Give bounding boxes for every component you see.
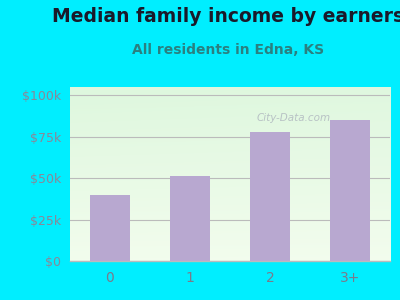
Bar <box>170 176 210 261</box>
Text: City-Data.com: City-Data.com <box>257 113 331 123</box>
Text: Median family income by earners: Median family income by earners <box>52 8 400 26</box>
Bar <box>330 120 370 261</box>
Text: All residents in Edna, KS: All residents in Edna, KS <box>132 44 324 58</box>
Bar <box>250 132 290 261</box>
Bar <box>90 195 130 261</box>
